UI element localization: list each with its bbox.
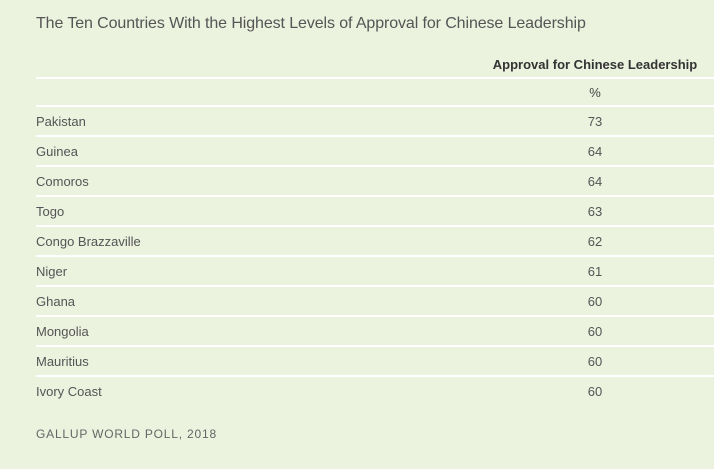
table-row: Ivory Coast 60: [36, 377, 714, 407]
approval-value: 60: [587, 294, 603, 309]
chart-title: The Ten Countries With the Highest Level…: [36, 15, 586, 32]
country-label: Congo Brazzaville: [36, 234, 141, 249]
source-note: GALLUP WORLD POLL, 2018: [36, 427, 217, 441]
approval-value: 64: [587, 144, 603, 159]
approval-value: 62: [587, 234, 603, 249]
approval-value: 73: [587, 114, 603, 129]
table-row: Niger 61: [36, 257, 714, 287]
country-label: Niger: [36, 264, 68, 279]
unit-divider: [36, 105, 714, 107]
header-divider: [36, 77, 714, 79]
country-label: Ghana: [36, 294, 76, 309]
approval-value: 61: [587, 264, 603, 279]
table-row: Togo 63: [36, 197, 714, 227]
approval-value: 63: [587, 204, 603, 219]
table-row: Comoros 64: [36, 167, 714, 197]
table-row: Guinea 64: [36, 137, 714, 167]
column-header: Approval for Chinese Leadership: [492, 57, 698, 72]
country-label: Comoros: [36, 174, 89, 189]
unit-label: %: [589, 85, 601, 100]
country-label: Pakistan: [36, 114, 86, 129]
table-row: Pakistan 73: [36, 107, 714, 137]
country-label: Mongolia: [36, 324, 89, 339]
data-table: Pakistan 73 Guinea 64 Comoros 64 Togo 63 Congo B…: [36, 107, 714, 407]
country-label: Guinea: [36, 144, 78, 159]
table-row: Ghana 60: [36, 287, 714, 317]
approval-value: 60: [587, 384, 603, 399]
table-row: Mauritius 60: [36, 347, 714, 377]
approval-value: 60: [587, 324, 603, 339]
country-label: Mauritius: [36, 354, 89, 369]
country-label: Togo: [36, 204, 65, 219]
approval-value: 60: [587, 354, 603, 369]
approval-value: 64: [587, 174, 603, 189]
table-row: Congo Brazzaville 62: [36, 227, 714, 257]
country-label: Ivory Coast: [36, 384, 102, 399]
table-row: Mongolia 60: [36, 317, 714, 347]
